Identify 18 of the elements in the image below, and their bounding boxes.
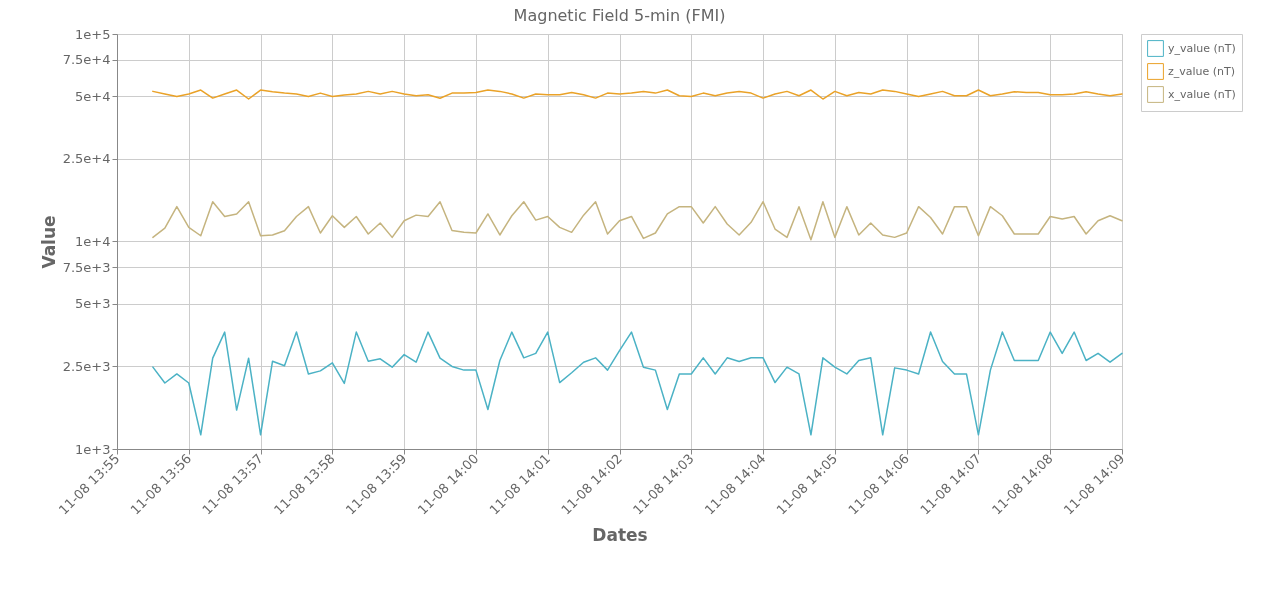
- y-tick-label: 1e+3: [75, 441, 111, 457]
- x-axis-title: Dates: [592, 524, 648, 545]
- y-tick-label: 5e+4: [75, 88, 111, 104]
- y-tick-label: 5e+3: [75, 296, 111, 312]
- chart-title: Magnetic Field 5-min (FMI): [513, 6, 726, 25]
- y-tick-label: 1e+4: [75, 234, 111, 249]
- y-axis-title: Value: [38, 215, 59, 269]
- legend-label: x_value (nT): [1168, 87, 1236, 101]
- line-series: [152, 331, 1123, 436]
- y-tick-label: 7.5e+3: [62, 259, 111, 275]
- legend-label: y_value (nT): [1168, 41, 1236, 55]
- legend-label: z_value (nT): [1168, 64, 1236, 78]
- line-series: [152, 200, 1123, 241]
- y-tick-label: 2.5e+4: [62, 151, 111, 167]
- y-tick-label: 7.5e+4: [62, 52, 111, 68]
- y-tick-label: 1e+5: [75, 26, 111, 42]
- line-series: [152, 89, 1123, 100]
- y-tick-label: 2.5e+3: [62, 358, 111, 374]
